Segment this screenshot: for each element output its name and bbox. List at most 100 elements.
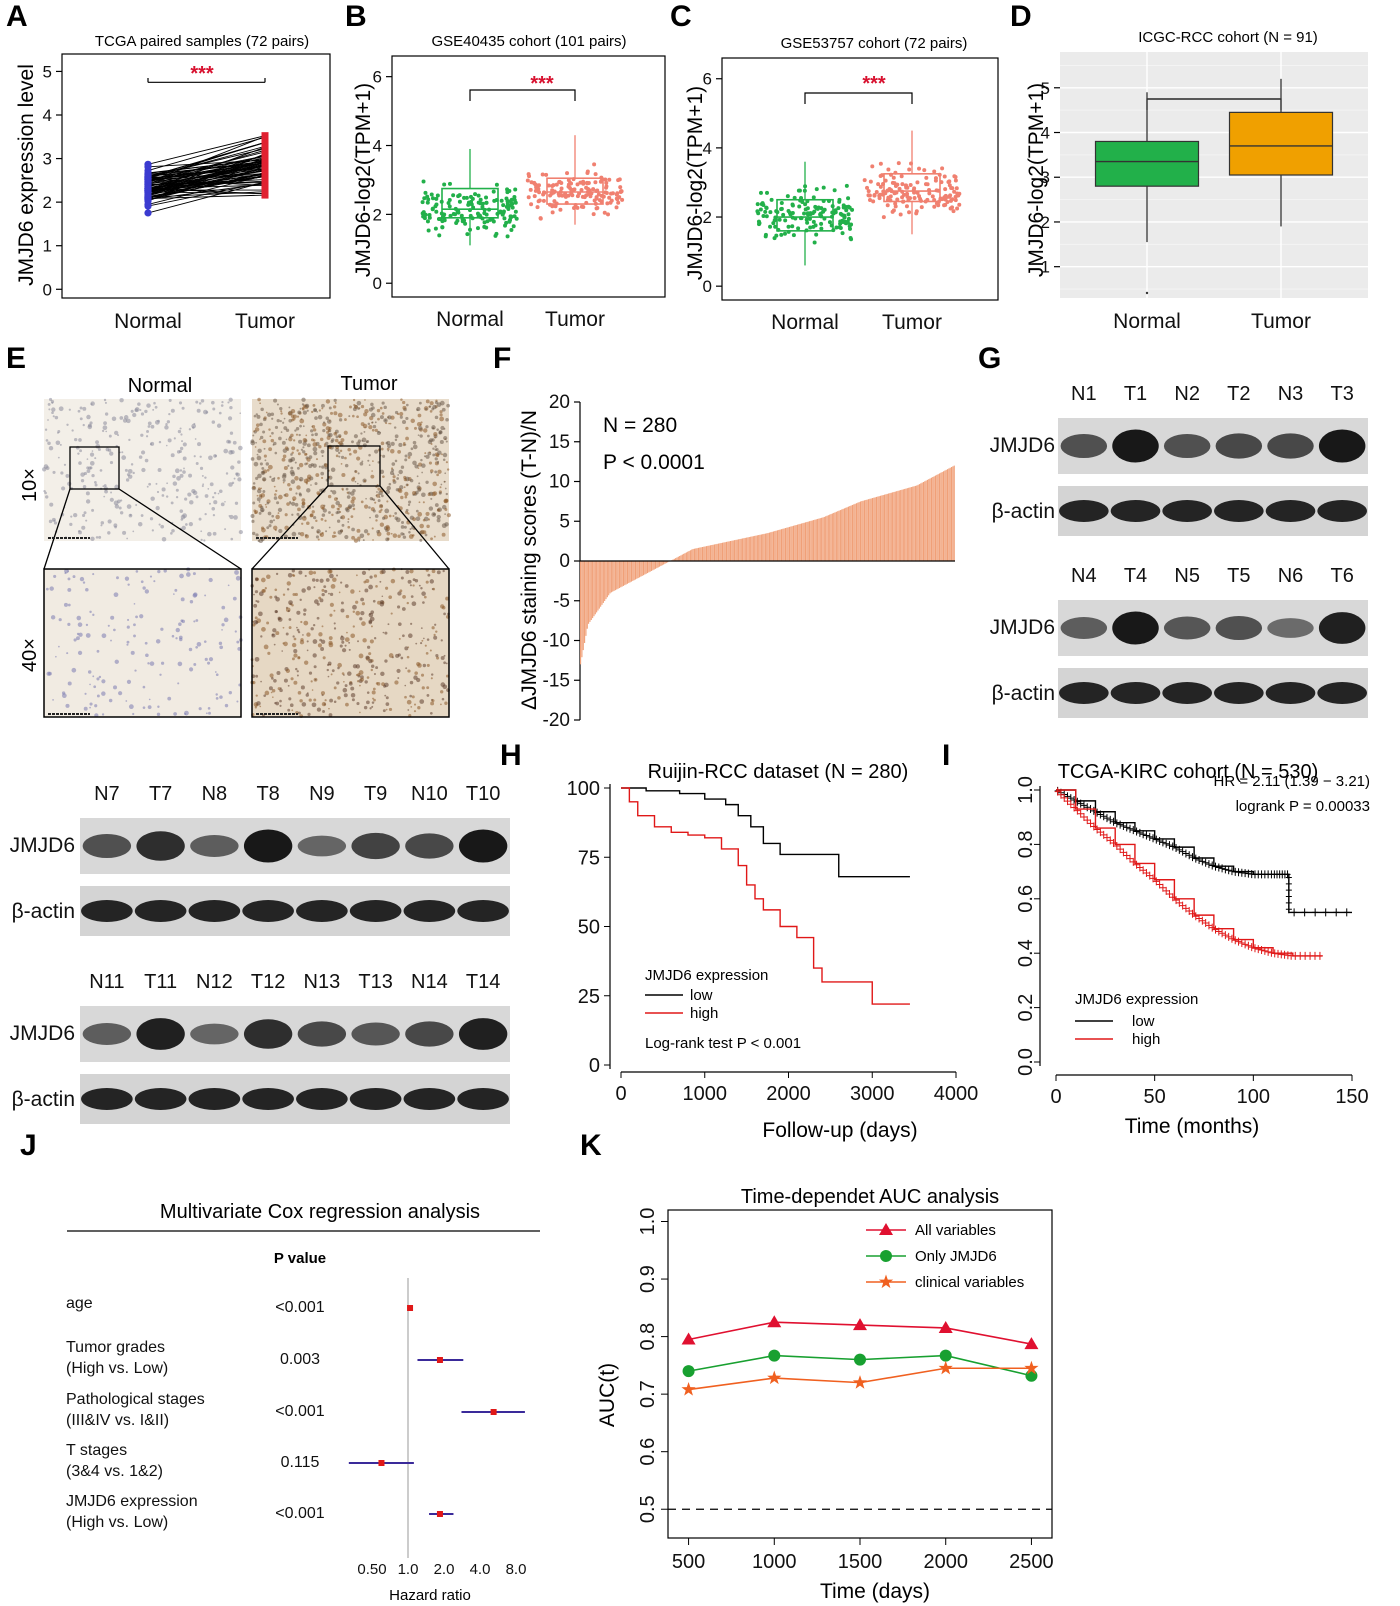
panel-b-point: [491, 219, 496, 224]
panel-e-normal-10x-cell: [108, 434, 112, 438]
panel-i-censor-low: [1173, 844, 1180, 853]
panel-i-censor-high: [1258, 946, 1265, 955]
panel-e-normal-40x-cell: [193, 592, 198, 597]
panel-g2-blot2-actin-band: [403, 1088, 456, 1110]
panel-e-tumor-10x-cell: [430, 471, 433, 474]
panel-e-tumor-40x-cell: [266, 621, 270, 625]
panel-e-tumor-10x-cell: [408, 500, 412, 504]
panel-i-ytick-label: 0.8: [1015, 830, 1037, 858]
panel-e-tumor-40x-cell: [425, 651, 429, 655]
panel-e-normal-10x-cell: [178, 401, 183, 405]
panel-e-normal-10x-cell: [122, 418, 128, 423]
panel-e-tumor-10x-cell: [307, 474, 312, 479]
panel-e-normal-10x-cell: [145, 435, 149, 438]
panel-c-point: [756, 211, 761, 216]
panel-f-bar: [782, 528, 784, 561]
panel-e-tumor-10x-cell: [304, 534, 309, 539]
panel-e-tumor-10x-cell: [344, 418, 347, 421]
panel-i-censor-low: [1219, 864, 1226, 873]
panel-e-tumor-40x-cell: [372, 599, 376, 603]
panel-c-point: [946, 179, 951, 184]
panel-e-tumor-10x-cell: [306, 488, 311, 493]
panel-e-normal-10x-cell: [128, 513, 133, 518]
panel-e-tumor-10x-cell: [326, 435, 331, 440]
panel-f-bar: [760, 534, 762, 561]
panel-f-bar: [649, 561, 651, 572]
panel-f-bar: [721, 542, 724, 561]
panel-i-censor-high: [1182, 904, 1189, 913]
panel-c-point: [932, 204, 937, 209]
panel-e-tumor-40x-cell: [311, 689, 314, 691]
panel-i-censor-low: [1123, 823, 1130, 832]
panel-c-point: [897, 186, 902, 191]
panel-e-normal-10x-cell: [81, 525, 86, 530]
panel-g-blot2-target-band: [1267, 618, 1314, 638]
panel-e-tumor-10x-cell: [350, 499, 355, 504]
panel-e-tumor-40x-cell: [341, 672, 345, 675]
panel-f-bar: [665, 561, 667, 564]
panel-f-bar: [752, 536, 754, 561]
panel-i-censor-high: [1156, 880, 1163, 889]
panel-c-point: [898, 212, 903, 217]
panel-e-tumor-10x-cell: [295, 492, 298, 495]
panel-f-bar: [783, 528, 785, 561]
panel-e-tumor-40x-cell: [293, 649, 298, 654]
panel-a-pair-line: [147, 182, 266, 185]
panel-e-normal-10x-cell: [121, 451, 124, 454]
panel-e-tumor-10x-cell: [352, 398, 356, 402]
panel-f-bar: [953, 465, 955, 561]
panel-e-tumor-10x-cell: [323, 443, 327, 446]
panel-f-bar: [641, 561, 643, 576]
panel-e-tumor-40x-cell: [276, 671, 281, 676]
panel-e-normal-10x-cell: [144, 409, 148, 414]
panel-g-blot1-lane-label: T1: [1124, 383, 1147, 405]
panel-e-tumor-10x-cell: [336, 510, 341, 514]
panel-f-bar: [582, 561, 584, 651]
panel-i-censor-high: [1189, 909, 1196, 918]
panel-f-bar: [661, 561, 663, 566]
panel-g2-blot1-target-label: JMJD6: [10, 834, 75, 857]
panel-b-point: [575, 182, 580, 187]
panel-e-tumor-40x-cell: [339, 644, 343, 648]
panel-e-tumor-10x-cell: [320, 471, 325, 476]
panel-e-tumor-10x-cell: [441, 453, 443, 456]
panel-g2-blot2-lane-label: N13: [304, 971, 341, 993]
panel-e-tumor-40x-cell: [288, 697, 292, 701]
panel-f-bar: [920, 483, 922, 561]
panel-f-bar: [664, 561, 666, 564]
panel-k-ytick-label: 0.6: [637, 1438, 659, 1466]
panel-e-tumor-40x-cell: [275, 631, 280, 636]
panel-e-normal-40x-cell: [234, 630, 237, 633]
panel-f-bar: [926, 479, 929, 561]
panel-e-tumor-10x-cell: [314, 432, 318, 437]
panel-f-bar: [787, 527, 789, 561]
panel-i-censor-high: [1113, 841, 1120, 850]
panel-f-bar: [875, 496, 878, 561]
panel-c-point: [759, 202, 764, 207]
panel-f-bar: [775, 530, 777, 561]
panel-e-tumor-10x-cell: [386, 447, 390, 451]
panel-e-tumor-10x-cell: [387, 415, 392, 420]
panel-e-tumor-40x-cell: [433, 635, 438, 640]
panel-e-tumor-10x-cell: [399, 411, 404, 417]
panel-e-normal-10x-cell: [170, 501, 174, 505]
panel-e-normal-40x-cell: [192, 572, 196, 576]
panel-e-tumor-40x-cell: [421, 686, 425, 690]
panel-f-bar: [851, 504, 854, 561]
panel-f-bar: [581, 561, 583, 658]
panel-b-point: [482, 224, 487, 229]
panel-i-censor-low: [1169, 842, 1176, 851]
panel-e-tumor-40x-cell: [385, 696, 389, 700]
panel-e-tumor-40x-cell: [384, 659, 388, 663]
panel-b-point: [456, 194, 461, 199]
panel-e-normal-10x-cell: [220, 502, 225, 507]
panel-e-tumor-10x-cell: [298, 439, 303, 444]
panel-e-tumor-10x-cell: [280, 410, 283, 413]
panel-i-censor-high: [1316, 951, 1323, 960]
panel-e-tumor-40x-cell: [416, 677, 421, 683]
panel-e-tumor-10x-cell: [436, 473, 439, 477]
panel-g-blot2-actin-band: [1317, 682, 1367, 704]
panel-e-tumor-40x-cell: [388, 595, 393, 599]
panel-e-tumor-40x-cell: [348, 681, 353, 686]
panel-e-tumor-10x-cell: [318, 409, 321, 412]
